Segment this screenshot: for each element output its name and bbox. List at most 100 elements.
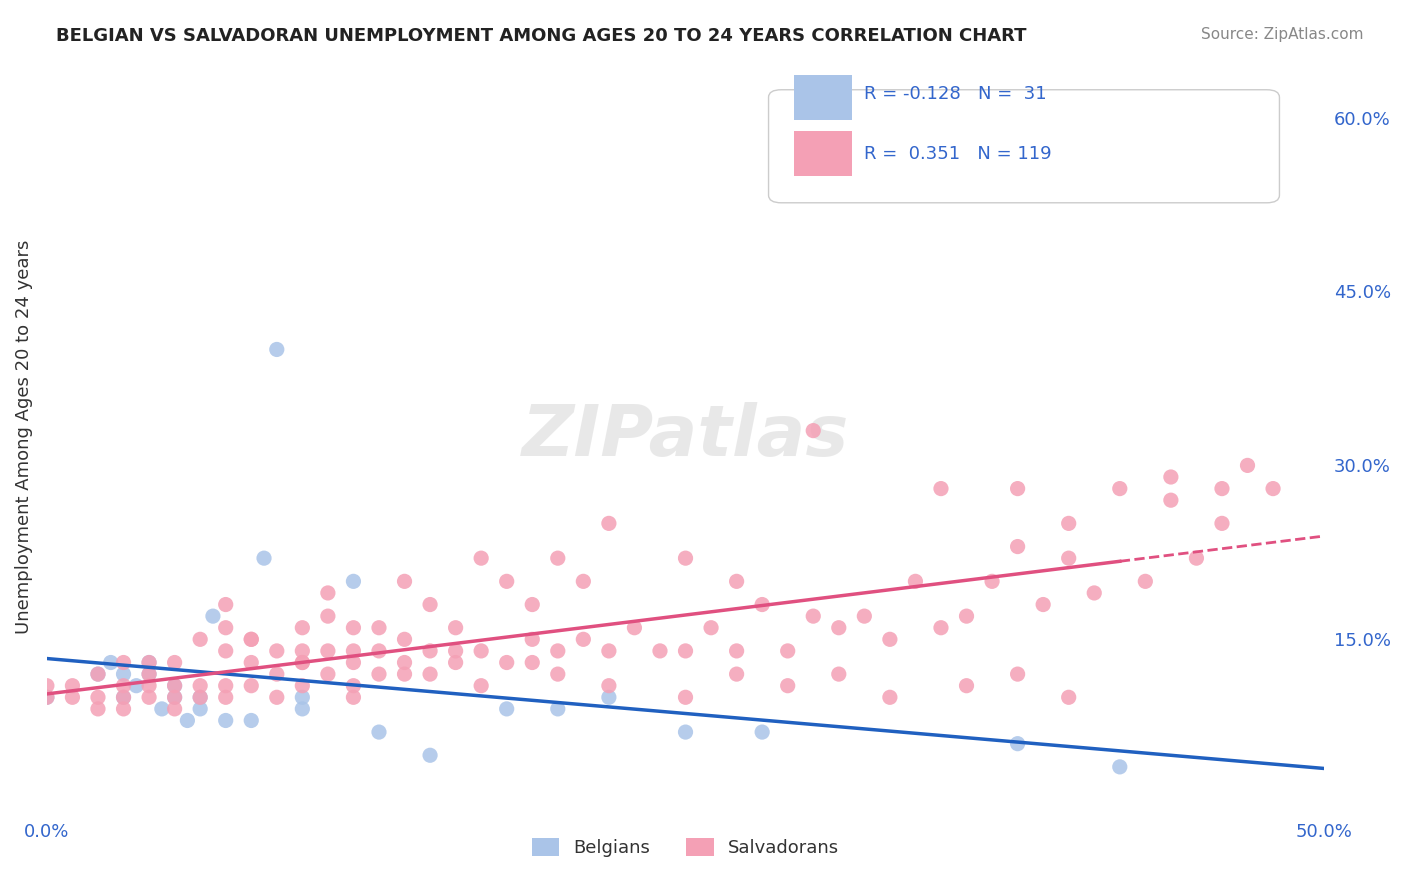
- Point: [138, 679, 160, 693]
- Point: [675, 551, 697, 566]
- Y-axis label: Unemployment Among Ages 20 to 24 years: Unemployment Among Ages 20 to 24 years: [15, 239, 32, 633]
- Point: [1236, 458, 1258, 473]
- Point: [215, 598, 238, 612]
- Point: [1185, 551, 1208, 566]
- Point: [547, 644, 569, 658]
- Point: [522, 598, 544, 612]
- Point: [240, 679, 263, 693]
- Point: [394, 656, 416, 670]
- Point: [112, 702, 135, 716]
- Point: [675, 644, 697, 658]
- Point: [201, 609, 224, 624]
- Point: [470, 644, 492, 658]
- Text: R = -0.128   N =  31: R = -0.128 N = 31: [865, 85, 1047, 103]
- Point: [188, 679, 211, 693]
- Point: [291, 656, 314, 670]
- Point: [150, 702, 173, 716]
- Bar: [794, 131, 852, 177]
- Point: [240, 656, 263, 670]
- Point: [776, 679, 799, 693]
- Point: [929, 621, 952, 635]
- Point: [572, 574, 595, 589]
- Point: [266, 644, 288, 658]
- Point: [368, 667, 391, 681]
- Point: [368, 644, 391, 658]
- Point: [316, 609, 339, 624]
- Point: [1007, 737, 1029, 751]
- Point: [1057, 690, 1080, 705]
- Point: [1211, 482, 1233, 496]
- Point: [342, 621, 364, 635]
- Point: [138, 690, 160, 705]
- Point: [751, 598, 773, 612]
- Point: [1057, 551, 1080, 566]
- Point: [598, 644, 620, 658]
- Point: [62, 679, 84, 693]
- Point: [444, 621, 467, 635]
- Point: [547, 702, 569, 716]
- Point: [112, 690, 135, 705]
- Point: [904, 574, 927, 589]
- Point: [598, 690, 620, 705]
- Point: [62, 690, 84, 705]
- Point: [547, 551, 569, 566]
- Point: [266, 343, 288, 357]
- Point: [495, 574, 517, 589]
- Point: [188, 632, 211, 647]
- Point: [495, 702, 517, 716]
- Point: [828, 621, 851, 635]
- Point: [188, 690, 211, 705]
- Point: [215, 644, 238, 658]
- Point: [163, 702, 186, 716]
- Point: [598, 516, 620, 531]
- Point: [1135, 574, 1157, 589]
- Point: [215, 679, 238, 693]
- Point: [35, 690, 58, 705]
- Point: [1108, 482, 1130, 496]
- Point: [188, 690, 211, 705]
- Point: [215, 690, 238, 705]
- Point: [776, 644, 799, 658]
- Point: [163, 690, 186, 705]
- Point: [725, 574, 748, 589]
- Point: [444, 644, 467, 658]
- Point: [419, 748, 441, 763]
- Point: [547, 667, 569, 681]
- Point: [87, 667, 110, 681]
- Point: [87, 667, 110, 681]
- Point: [112, 679, 135, 693]
- Point: [1032, 598, 1054, 612]
- Point: [291, 621, 314, 635]
- Point: [87, 690, 110, 705]
- Point: [138, 656, 160, 670]
- Point: [648, 644, 671, 658]
- Point: [522, 632, 544, 647]
- Point: [163, 679, 186, 693]
- Point: [853, 609, 876, 624]
- Point: [879, 632, 901, 647]
- Point: [138, 667, 160, 681]
- Point: [1007, 667, 1029, 681]
- Point: [675, 690, 697, 705]
- Point: [35, 679, 58, 693]
- Point: [240, 632, 263, 647]
- Point: [342, 644, 364, 658]
- Point: [1160, 493, 1182, 508]
- Point: [700, 621, 723, 635]
- Point: [470, 679, 492, 693]
- Point: [623, 621, 645, 635]
- Point: [675, 725, 697, 739]
- Point: [981, 574, 1004, 589]
- Point: [291, 656, 314, 670]
- Point: [1211, 516, 1233, 531]
- Point: [291, 690, 314, 705]
- Bar: [794, 75, 852, 120]
- Point: [419, 644, 441, 658]
- Point: [240, 714, 263, 728]
- Point: [1007, 540, 1029, 554]
- Point: [176, 714, 198, 728]
- Point: [751, 725, 773, 739]
- Point: [394, 632, 416, 647]
- FancyBboxPatch shape: [769, 90, 1279, 202]
- Point: [215, 714, 238, 728]
